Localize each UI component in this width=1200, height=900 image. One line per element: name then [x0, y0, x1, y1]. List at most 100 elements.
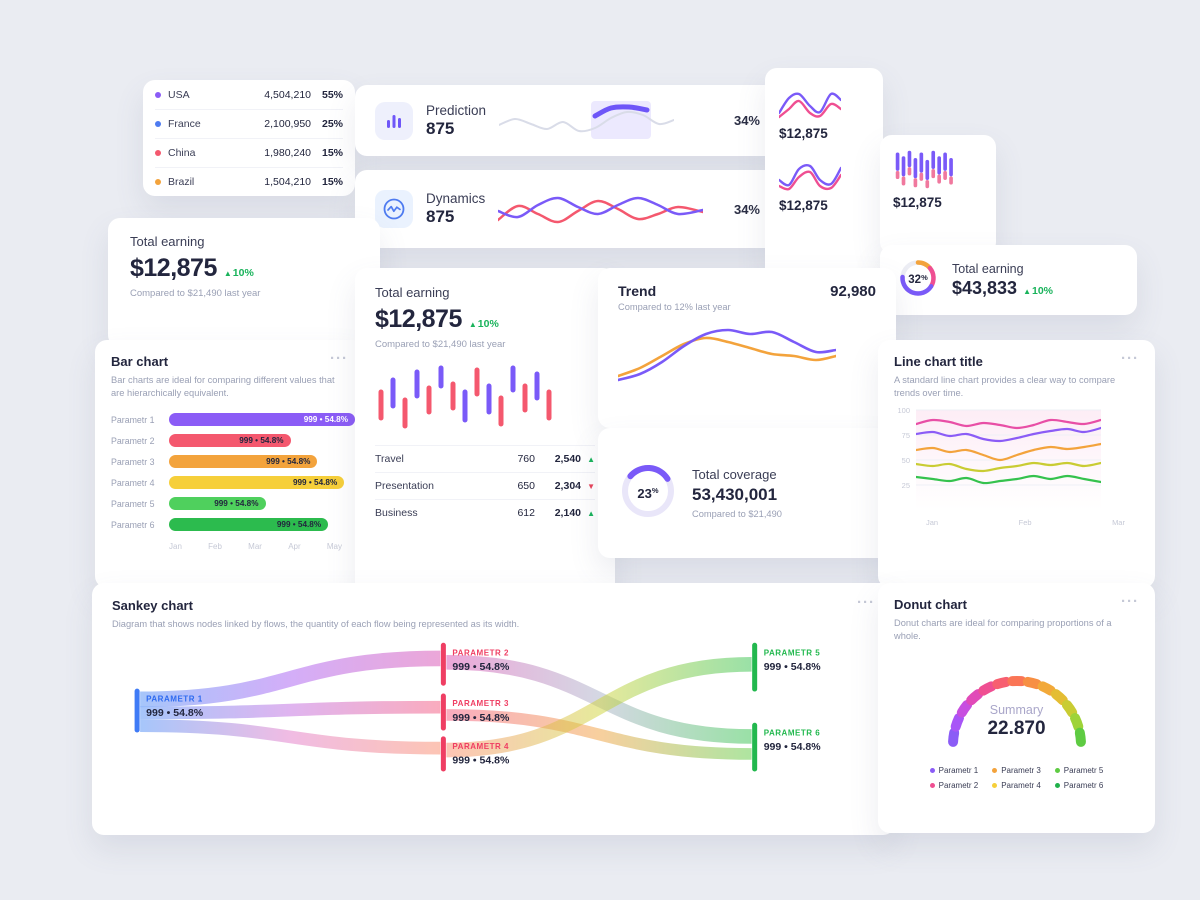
axis-label: Mar [248, 542, 262, 552]
sankey-node[interactable] [440, 693, 446, 731]
country-name: China [168, 147, 196, 159]
bar-row: Parametr 2 999 • 54.8% [111, 430, 348, 451]
trend-card: Trend Compared to 12% last year 92,980 [598, 268, 896, 428]
trend-title: Trend [618, 283, 657, 299]
axis-label: Apr [288, 542, 301, 552]
minibar-stats-card: $12,875 [880, 135, 996, 254]
bar-segment[interactable]: 999 • 54.8% [169, 497, 266, 511]
sankey-node[interactable] [440, 736, 446, 772]
row-value-1: 650 [517, 480, 535, 492]
row-value-2: 2,140 [554, 507, 581, 519]
legend-item[interactable]: Parametr 5 [1054, 766, 1103, 775]
country-value: 2,100,950 [264, 118, 311, 130]
earning-table-row[interactable]: Presentation 650 2,304 ▼ [375, 472, 595, 499]
sankey-node[interactable] [752, 642, 758, 692]
bar-segment[interactable]: 999 • 54.8% [169, 476, 345, 490]
legend-item[interactable]: Parametr 6 [1054, 781, 1103, 790]
country-stats-card: USA 4,504,210 55% France 2,100,950 25% China 1,… [143, 80, 355, 196]
bar-track: 999 • 54.8% [169, 518, 348, 532]
sankey-node[interactable] [440, 642, 446, 686]
wave-value-top: $12,875 [779, 126, 828, 141]
wave-value-bottom: $12,875 [779, 198, 828, 213]
legend-item[interactable]: Parametr 2 [929, 781, 978, 790]
earning-right-text: Total earning $43,833 ▲10% [952, 262, 1053, 299]
coverage-compare: Compared to $21,490 [692, 509, 782, 519]
trend-value: 92,980 [830, 283, 876, 300]
earning-value: $12,875 [130, 254, 217, 282]
legend-item[interactable]: Parametr 3 [992, 766, 1041, 775]
line-y-axis: 100 75 50 25 [894, 406, 912, 512]
bar-row: Parametr 4 999 • 54.8% [111, 472, 348, 493]
country-dot [155, 150, 161, 156]
axis-label: Feb [208, 542, 222, 552]
donut-desc: Donut charts are ideal for comparing pro… [894, 618, 1112, 642]
country-row[interactable]: France 2,100,950 25% [155, 110, 343, 139]
x-axis-label: Feb [1018, 518, 1032, 528]
bar-segment[interactable]: 999 • 54.8% [169, 413, 355, 427]
sankey-node-label: PARAMETR 2 [452, 649, 509, 658]
country-name: USA [168, 89, 190, 101]
wave-chart-bottom [779, 164, 841, 191]
sankey-node-value: 999 • 54.8% [146, 708, 203, 719]
prediction-card: Prediction 875 34% [355, 85, 780, 156]
legend-label: Parametr 1 [938, 766, 979, 776]
sankey-diagram: PARAMETR 1 999 • 54.8% PARAMETR 2 999 • 54.… [134, 642, 821, 772]
bar-rows: Parametr 1 999 • 54.8% Parametr 2 999 • 54.… [111, 409, 355, 535]
bar-label: Parametr 2 [111, 435, 155, 446]
y-axis-label: 100 [897, 406, 910, 416]
bar-track: 999 • 54.8% [169, 434, 348, 448]
row-value-1: 760 [517, 453, 535, 465]
legend-item[interactable]: Parametr 1 [929, 766, 979, 776]
half-donut-chart [947, 676, 1086, 747]
bar-segment[interactable]: 999 • 54.8% [169, 434, 291, 448]
sankey-desc: Diagram that shows nodes linked by flows… [112, 619, 520, 629]
bar-chart-icon [375, 101, 413, 140]
country-row[interactable]: Brazil 1,504,210 15% [155, 168, 343, 196]
coverage-gauge-chart [622, 464, 674, 517]
trend-arrow-icon: ▲ [587, 454, 595, 464]
earning-right-title: Total earning [952, 261, 1024, 276]
legend-item[interactable]: Parametr 4 [992, 781, 1041, 790]
line-card-title: Line chart title [894, 354, 983, 369]
sankey-node[interactable] [134, 688, 140, 733]
more-menu-button[interactable]: ··· [1121, 593, 1139, 610]
axis-label: May [326, 542, 342, 552]
donut-center-label: Summary [989, 703, 1044, 718]
up-arrow-icon: ▲ [1023, 286, 1031, 296]
earning-table-row[interactable]: Travel 760 2,540 ▲ [375, 445, 595, 472]
trend-arrow-icon: ▼ [587, 481, 595, 491]
earning-table-row[interactable]: Business 612 2,140 ▲ [375, 499, 595, 526]
line-x-axis: Jan Feb Mar [926, 518, 1125, 527]
trend-lines-chart [616, 328, 838, 382]
wave-chart-top [779, 92, 841, 119]
more-menu-button[interactable]: ··· [330, 350, 348, 367]
country-row[interactable]: USA 4,504,210 55% [155, 81, 343, 110]
earning-right-delta: ▲10% [1023, 284, 1054, 297]
bar-segment[interactable]: 999 • 54.8% [169, 455, 318, 469]
coverage-value: 53,430,001 [692, 485, 778, 504]
country-list: USA 4,504,210 55% France 2,100,950 25% China 1,… [155, 81, 343, 196]
row-name: Presentation [375, 480, 434, 492]
bar-track: 999 • 54.8% [169, 476, 348, 490]
line-chart-card: Line chart title ··· A standard line cha… [878, 340, 1155, 588]
earning-delta: ▲10% [223, 267, 254, 279]
total-earning-card-left: Total earning $12,875 ▲10% Compared to $… [108, 218, 380, 347]
coverage-title: Total coverage [692, 467, 777, 482]
earning-center-value: $12,875 [375, 305, 462, 333]
more-menu-button[interactable]: ··· [857, 594, 875, 611]
wave-stats-card: $12,875 $12,875 [765, 68, 883, 280]
country-percent: 25% [321, 118, 343, 130]
sankey-chart-card: Sankey chart ··· Diagram that shows node… [92, 583, 895, 835]
pulse-icon-glyph [383, 198, 405, 220]
country-name: Brazil [168, 176, 195, 188]
bar-label: Parametr 6 [111, 519, 155, 530]
sankey-node[interactable] [752, 722, 758, 772]
sankey-node-value: 999 • 54.8% [764, 662, 821, 673]
more-menu-button[interactable]: ··· [1121, 350, 1139, 367]
bar-row: Parametr 1 999 • 54.8% [111, 409, 355, 430]
earning-gauge-chart [900, 259, 936, 296]
line-card-desc: A standard line chart provides a clear w… [894, 375, 1116, 399]
country-row[interactable]: China 1,980,240 15% [155, 139, 343, 168]
legend-dot [992, 783, 998, 789]
bar-segment[interactable]: 999 • 54.8% [169, 518, 329, 532]
